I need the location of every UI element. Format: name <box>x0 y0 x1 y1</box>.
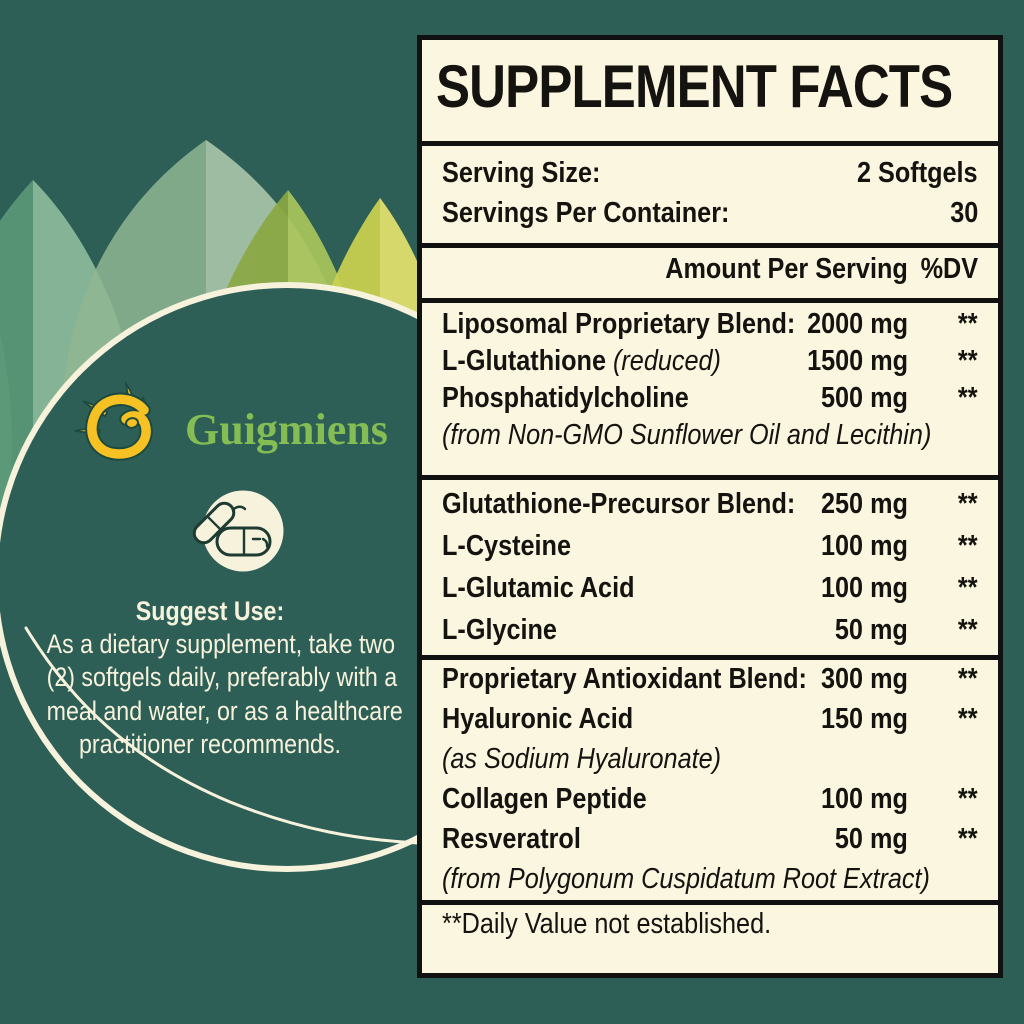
svg-text:Guigmiens: Guigmiens <box>185 405 388 454</box>
